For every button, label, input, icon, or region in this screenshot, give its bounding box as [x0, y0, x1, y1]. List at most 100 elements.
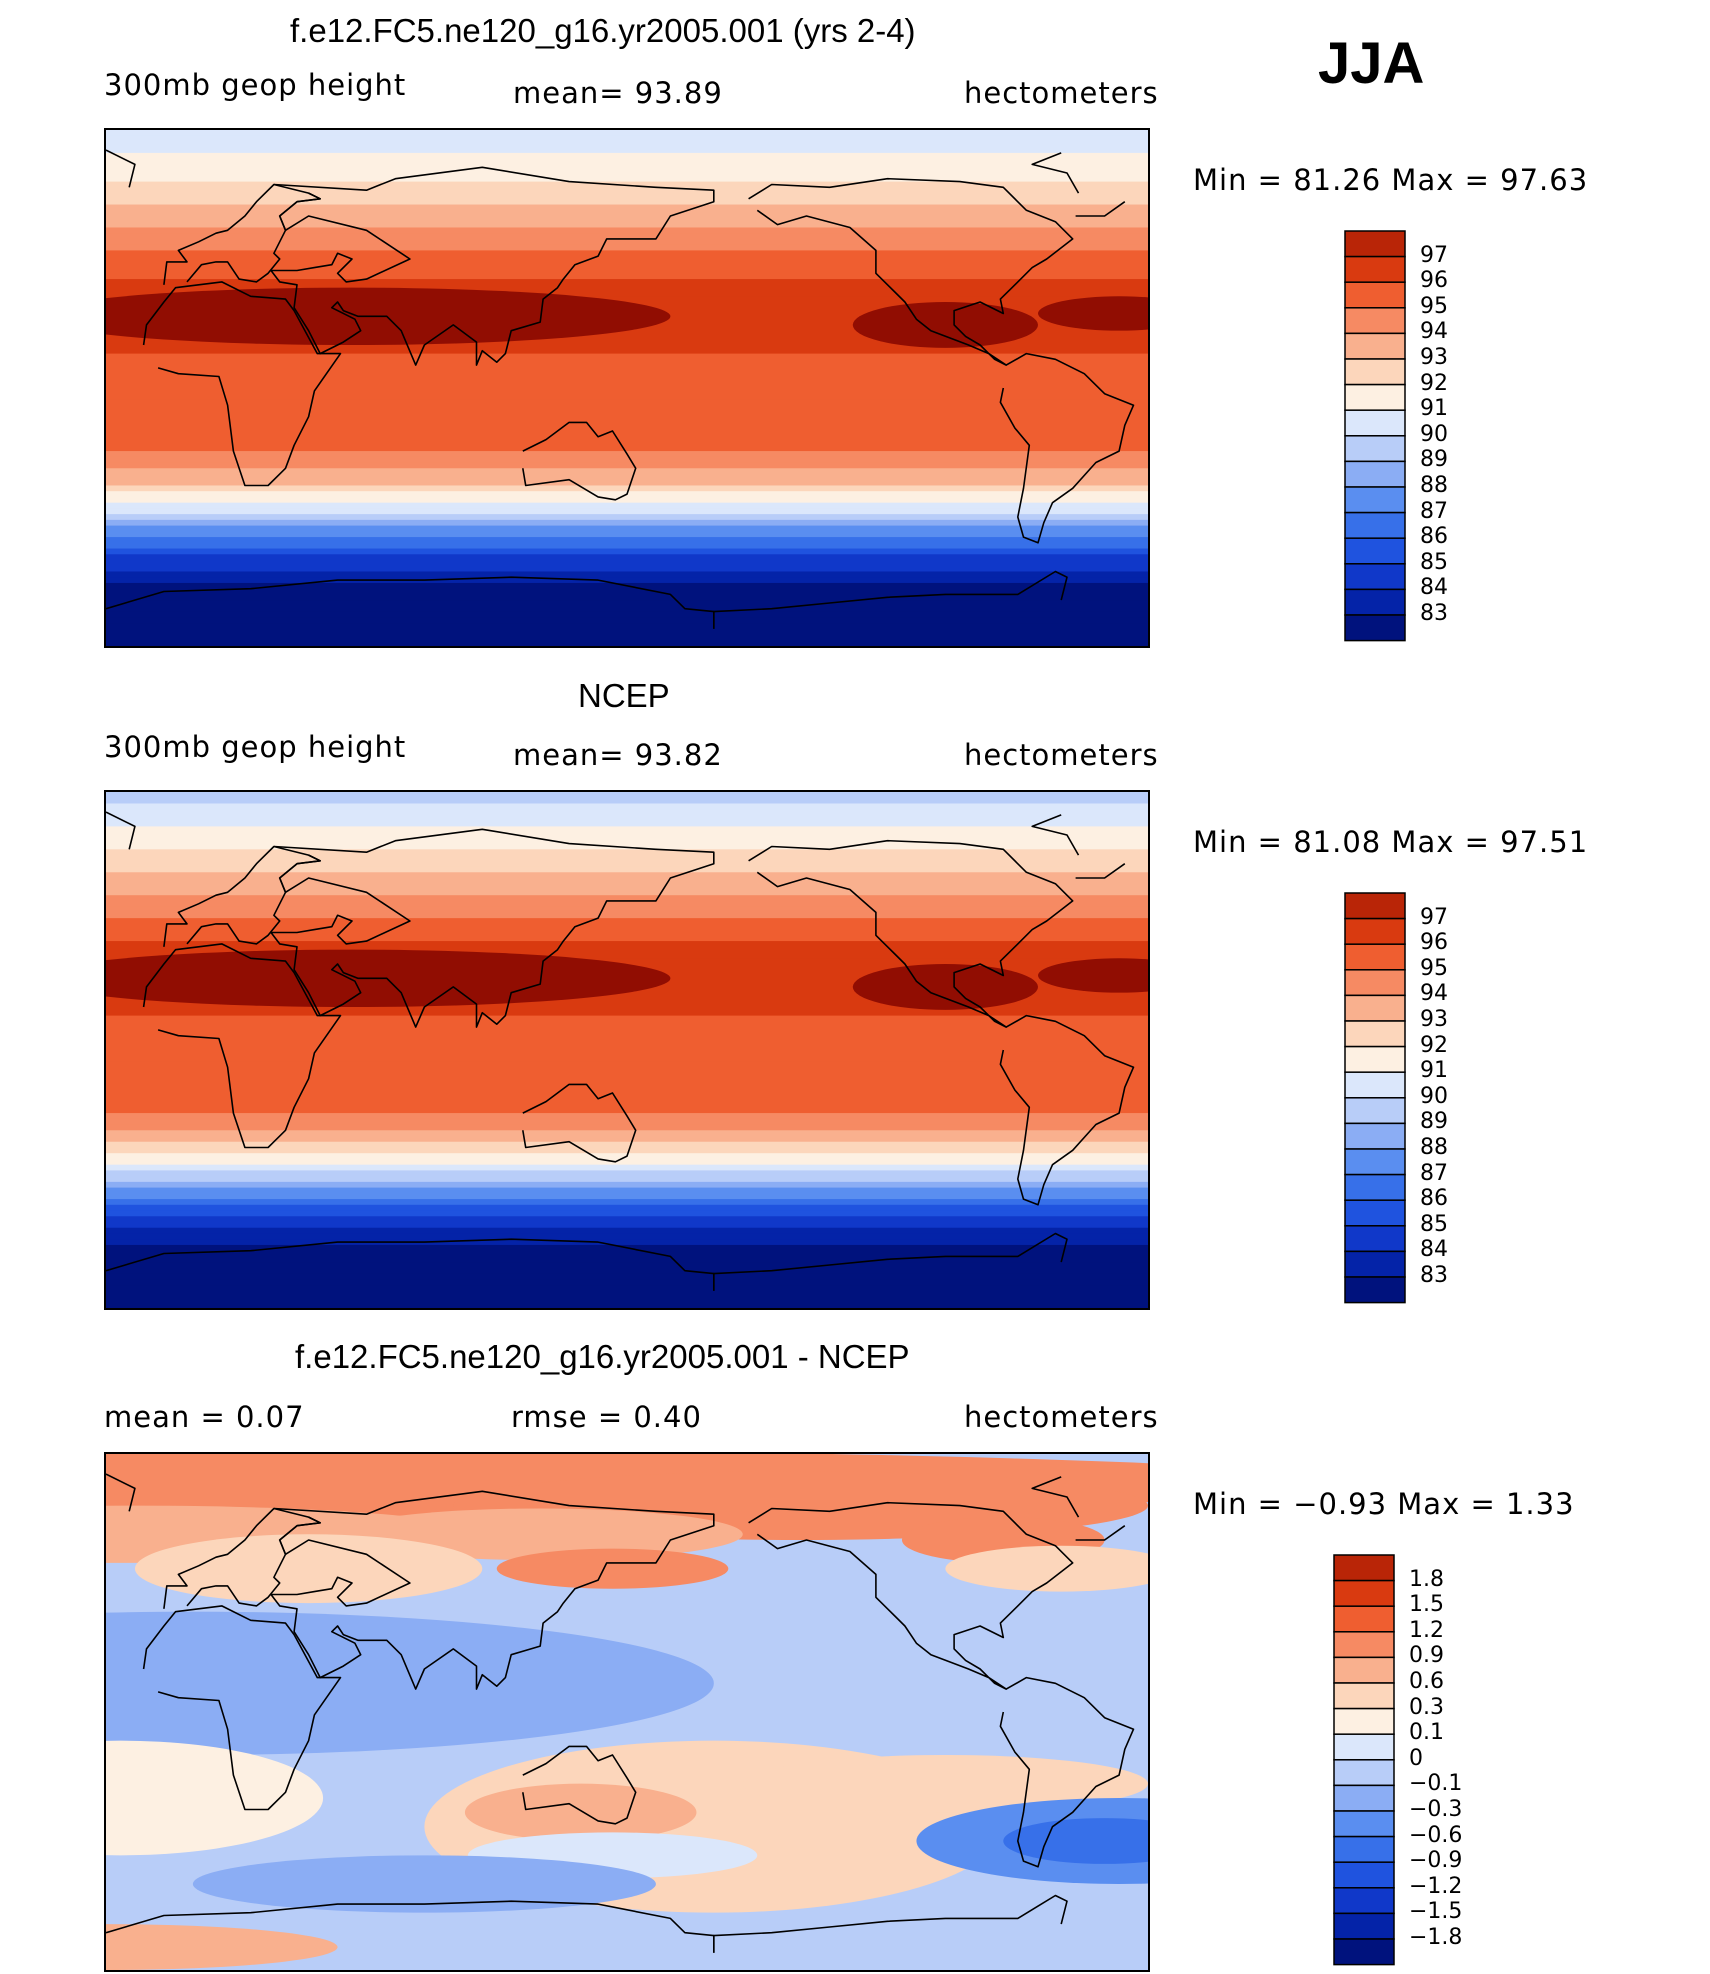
colorbar-tick-label: 89	[1420, 1109, 1448, 1135]
field-band	[106, 416, 1148, 424]
colorbar-tick-label: 95	[1420, 293, 1448, 319]
colorbar-tick-label: 86	[1420, 524, 1448, 550]
panel-2-title: NCEP	[578, 677, 670, 714]
field-band	[106, 809, 1148, 816]
field-band	[106, 158, 1148, 166]
colorbar-box	[1344, 307, 1406, 335]
colorbar-tick-label: 84	[1420, 1237, 1448, 1263]
panel-3-title: f.e12.FC5.ne120_g16.yr2005.001 - NCEP	[295, 1338, 910, 1375]
field-band	[106, 468, 1148, 475]
colorbar-box	[1344, 1071, 1406, 1099]
colorbar-tick-label: −0.6	[1409, 1822, 1463, 1848]
colorbar-box	[1344, 1020, 1406, 1048]
colorbar-box	[1344, 409, 1406, 437]
field-band	[106, 1181, 1148, 1189]
colorbar-box	[1344, 892, 1406, 920]
colorbar-tick-label: 0.3	[1409, 1694, 1444, 1720]
field-band	[106, 170, 1148, 177]
field-high	[1038, 296, 1148, 331]
colorbar-box	[1344, 588, 1406, 616]
field-band	[106, 814, 1148, 822]
colorbar-tick-label: 86	[1420, 1186, 1448, 1212]
field-high	[852, 964, 1039, 1010]
colorbar-tick-label: 94	[1420, 981, 1448, 1007]
field-band	[106, 855, 1148, 862]
coastline-au	[522, 1083, 637, 1163]
field-band	[106, 250, 1148, 257]
panel-3-mean-label: mean = 0.07	[104, 1400, 305, 1434]
panel-2-mean-label: mean= 93.82	[513, 738, 723, 772]
panel-1-units-label: hectometers	[964, 76, 1159, 110]
field-band	[106, 1009, 1148, 1017]
field-band	[106, 198, 1148, 206]
field-band	[106, 422, 1148, 429]
field-band	[106, 485, 1148, 492]
field-band	[106, 640, 1148, 646]
colorbar-box	[1344, 358, 1406, 386]
colorbar-box	[1333, 1810, 1395, 1838]
field-band	[106, 531, 1148, 538]
field-band	[106, 388, 1148, 395]
field-band	[106, 238, 1148, 246]
field-band	[106, 462, 1148, 470]
colorbar-tick-label: 0.6	[1409, 1669, 1444, 1694]
colorbar-tick-label: 97	[1420, 904, 1448, 930]
field-band	[106, 577, 1148, 584]
field-anomaly	[1003, 1818, 1148, 1864]
field-band	[106, 548, 1148, 556]
coastline-sa	[999, 352, 1135, 544]
field-band	[106, 611, 1148, 619]
field-anomaly	[106, 1611, 714, 1755]
colorbar-tick-label: 90	[1420, 421, 1448, 447]
colorbar-tick-label: −0.1	[1409, 1771, 1463, 1797]
field-band	[106, 1118, 1148, 1126]
field-high	[852, 302, 1039, 348]
colorbar-box	[1344, 230, 1406, 258]
coastline-gr	[1075, 201, 1126, 217]
field-band	[106, 359, 1148, 366]
field-high	[1038, 958, 1148, 993]
colorbar-tick-label: 89	[1420, 447, 1448, 473]
coastline-an	[106, 1238, 715, 1291]
colorbar-tick-label: 1.2	[1409, 1617, 1444, 1643]
colorbar-swatches	[1344, 230, 1406, 642]
colorbar-tick-label: 94	[1420, 319, 1448, 345]
field-band	[106, 1290, 1148, 1298]
colorbar-tick-label: 91	[1420, 396, 1448, 422]
colorbar-box	[1333, 1887, 1395, 1915]
field-band	[106, 1021, 1148, 1028]
field-band	[106, 895, 1148, 902]
field-band	[106, 600, 1148, 607]
panel-3-units-label: hectometers	[964, 1400, 1159, 1434]
field-band	[106, 1095, 1148, 1103]
panel-2-field	[106, 792, 1148, 1308]
field-band	[106, 998, 1148, 1005]
panel-2-minmax: Min = 81.08 Max = 97.51	[1193, 825, 1589, 859]
field-band	[106, 588, 1148, 596]
field-band	[106, 1250, 1148, 1258]
field-anomaly	[496, 1548, 729, 1589]
field-band	[106, 393, 1148, 401]
field-band	[106, 1101, 1148, 1109]
colorbar-swatches	[1344, 892, 1406, 1304]
field-band	[106, 1032, 1148, 1040]
panel-2-map	[104, 790, 1150, 1310]
colorbar-tick-label: 85	[1420, 1211, 1448, 1237]
coastline-sa	[999, 1014, 1135, 1206]
coastline-as	[270, 828, 715, 1028]
field-band	[106, 1078, 1148, 1086]
field-band	[106, 1176, 1148, 1183]
field-band	[106, 1124, 1148, 1132]
colorbar-tick-label: 90	[1420, 1083, 1448, 1109]
colorbar-tick-label: 92	[1420, 370, 1448, 396]
coastline-as	[270, 1490, 715, 1690]
field-band	[106, 428, 1148, 435]
field-band	[106, 216, 1148, 223]
colorbar-tick-label: 0	[1409, 1745, 1423, 1771]
field-band	[106, 832, 1148, 839]
colorbar-tick-label: 93	[1420, 345, 1448, 370]
colorbar-box	[1344, 460, 1406, 488]
field-band	[106, 221, 1148, 229]
field-band	[106, 1067, 1148, 1074]
field-band	[106, 376, 1148, 384]
